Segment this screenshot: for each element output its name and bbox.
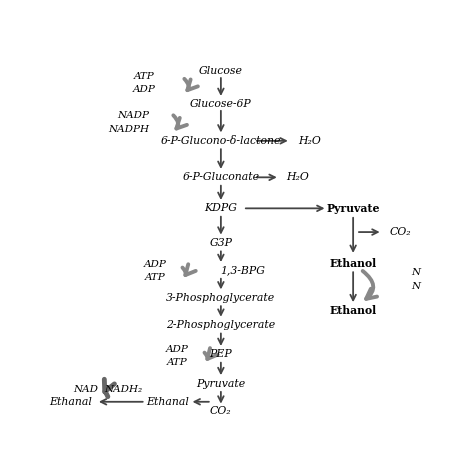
Text: Ethanol: Ethanol xyxy=(329,305,377,316)
Text: N: N xyxy=(411,268,420,277)
Text: NADP: NADP xyxy=(117,111,149,120)
Text: NADH₂: NADH₂ xyxy=(104,385,143,394)
Text: NADPH: NADPH xyxy=(109,126,149,134)
Text: Ethanal: Ethanal xyxy=(49,397,91,407)
Text: 1,3-BPG: 1,3-BPG xyxy=(220,265,265,275)
Text: KDPG: KDPG xyxy=(204,203,237,213)
Text: Ethanol: Ethanol xyxy=(329,257,377,269)
Text: ATP: ATP xyxy=(166,358,187,367)
Text: Pyruvate: Pyruvate xyxy=(196,379,246,389)
Text: Pyruvate: Pyruvate xyxy=(327,203,380,214)
Text: 2-Phosphoglycerate: 2-Phosphoglycerate xyxy=(166,320,275,330)
Text: ADP: ADP xyxy=(143,260,166,269)
Text: NAD: NAD xyxy=(73,385,98,394)
Text: ADP: ADP xyxy=(165,345,188,354)
Text: Glucose-6P: Glucose-6P xyxy=(190,100,252,109)
Text: G3P: G3P xyxy=(210,238,232,248)
Text: CO₂: CO₂ xyxy=(210,406,232,416)
Text: N: N xyxy=(411,283,420,292)
Text: ATP: ATP xyxy=(133,73,154,82)
Text: ADP: ADP xyxy=(132,85,155,94)
Text: Glucose: Glucose xyxy=(199,66,243,76)
Text: ATP: ATP xyxy=(145,273,165,282)
Text: Ethanal: Ethanal xyxy=(146,397,189,407)
Text: 6-P-Glucono-δ-lactone: 6-P-Glucono-δ-lactone xyxy=(161,136,281,146)
Text: CO₂: CO₂ xyxy=(390,227,412,237)
Text: H₂O: H₂O xyxy=(298,136,320,146)
Text: H₂O: H₂O xyxy=(287,173,310,182)
Text: 6-P-Gluconate: 6-P-Gluconate xyxy=(182,173,259,182)
Text: 3-Phosphoglycerate: 3-Phosphoglycerate xyxy=(166,293,275,303)
Text: PEP: PEP xyxy=(210,349,232,359)
